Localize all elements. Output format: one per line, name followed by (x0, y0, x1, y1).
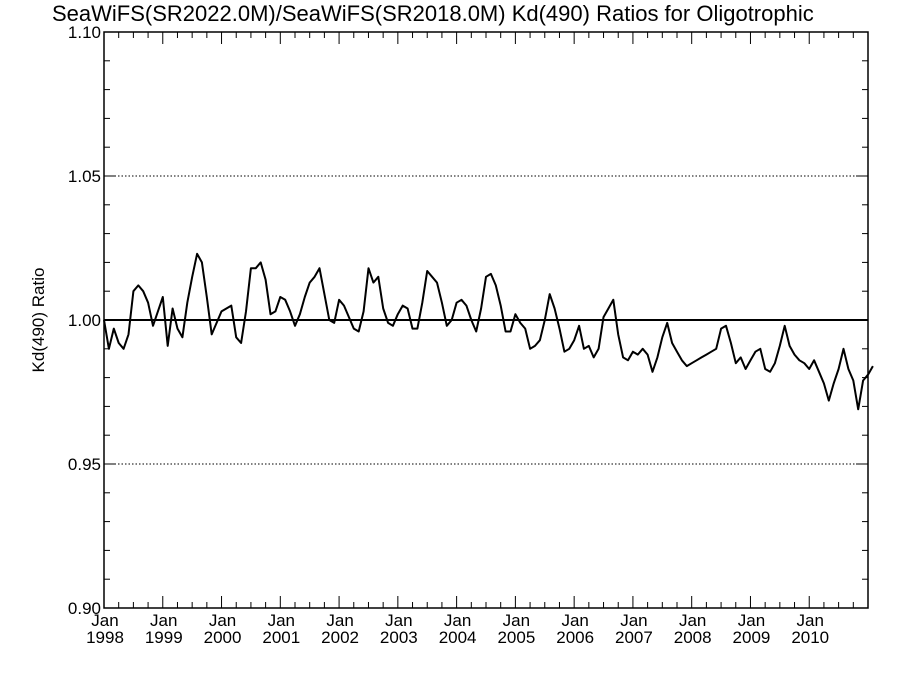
x-tick-label-year: 2002 (321, 628, 359, 647)
x-tick-label-month: Jan (150, 611, 177, 630)
y-tick-label: 1.10 (68, 23, 101, 42)
series-line-0 (103, 252, 874, 411)
chart-title: SeaWiFS(SR2022.0M)/SeaWiFS(SR2018.0M) Kd… (52, 1, 814, 26)
x-tick-label-year: 1998 (86, 628, 124, 647)
x-tick-label-year: 2006 (556, 628, 594, 647)
x-tick-label-month: Jan (679, 611, 706, 630)
y-tick-label: 1.05 (68, 167, 101, 186)
x-tick-label-month: Jan (385, 611, 412, 630)
y-axis-label: Kd(490) Ratio (29, 268, 48, 373)
x-tick-label-year: 2003 (380, 628, 418, 647)
x-tick-labels: Jan1998Jan1999Jan2000Jan2001Jan2002Jan20… (86, 611, 829, 647)
x-tick-label-year: 2007 (615, 628, 653, 647)
x-tick-label-year: 2000 (204, 628, 242, 647)
x-tick-label-year: 2010 (791, 628, 829, 647)
x-tick-label-month: Jan (326, 611, 353, 630)
x-tick-label-year: 2004 (439, 628, 477, 647)
y-tick-label: 0.95 (68, 455, 101, 474)
plot-frame (103, 31, 869, 609)
x-tick-label-month: Jan (620, 611, 647, 630)
x-tick-label-month: Jan (444, 611, 471, 630)
y-tick-label: 0.90 (68, 599, 101, 618)
x-tick-label-month: Jan (503, 611, 530, 630)
y-tick-label: 1.00 (68, 311, 101, 330)
x-tick-label-month: Jan (268, 611, 295, 630)
y-axis-label-group: Kd(490) Ratio (29, 268, 48, 373)
x-tick-label-year: 1999 (145, 628, 183, 647)
x-tick-label-year: 2008 (674, 628, 712, 647)
x-tick-label-year: 2005 (497, 628, 535, 647)
x-tick-label-month: Jan (797, 611, 824, 630)
x-tick-label-year: 2009 (733, 628, 771, 647)
y-tick-labels: 0.90 0.95 1.00 1.05 1.10 (68, 23, 101, 618)
x-tick-label-year: 2001 (262, 628, 300, 647)
reference-lines (104, 175, 868, 465)
x-tick-label-month: Jan (561, 611, 588, 630)
series-group (103, 252, 874, 411)
x-tick-label-month: Jan (91, 611, 118, 630)
x-tick-label-month: Jan (209, 611, 236, 630)
x-tick-label-month: Jan (738, 611, 765, 630)
